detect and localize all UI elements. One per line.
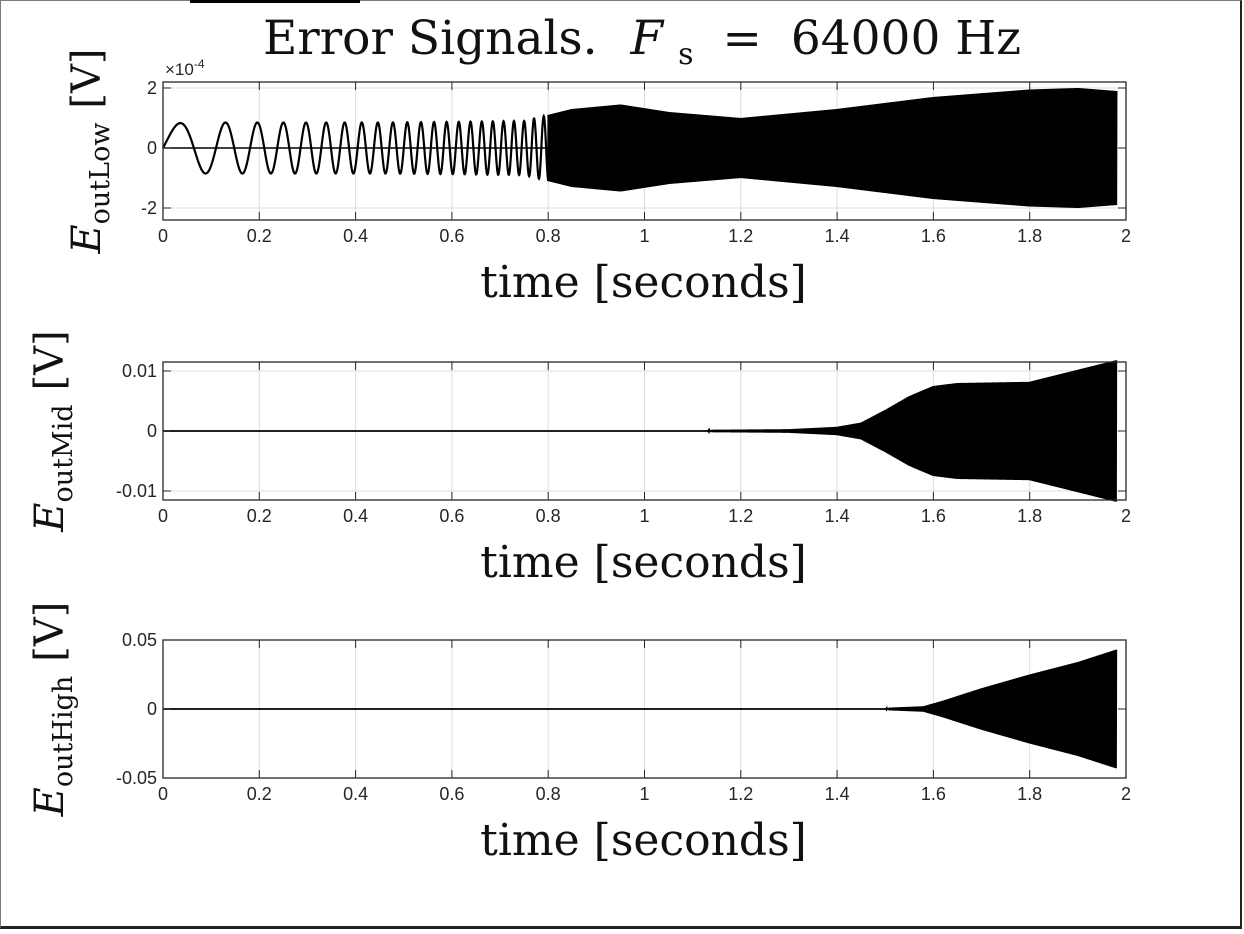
x-tick-label: 1 [639,226,649,246]
x-tick-label: 0.4 [343,226,368,246]
x-tick-label: 2 [1121,784,1131,804]
y-tick-label: 0 [147,421,157,441]
x-axis-label: time [seconds] [480,815,807,866]
x-tick-label: 1 [639,506,649,526]
y-tick-label: 2 [147,78,157,98]
subplot-3: 0 0.2 0.4 0.6 0.8 1 1.2 1.4 1.6 1.8 2-0.0500.05tim… [27,602,1131,866]
x-tick-label: 1.4 [825,784,850,804]
x-tick-label: 1.6 [921,506,946,526]
subplot-1: 0 0.2 0.4 0.6 0.8 1 1.2 1.4 1.6 1.8 2-202×10-4time… [64,48,1131,308]
x-tick-label: 1.6 [921,784,946,804]
y-label-unit: [V] [27,330,73,390]
y-label-subscript: outHigh [48,676,79,787]
x-tick-label: 1.8 [1017,784,1042,804]
y-tick-label: -2 [141,198,157,218]
y-exponent-base: ×10 [165,60,194,79]
x-tick-label: 2 [1121,226,1131,246]
title-equals: = [722,11,761,66]
y-label-subscript: outLow [85,123,116,225]
y-tick-label: -0.05 [116,768,157,788]
x-tick-label: 1 [639,784,649,804]
signal-trace [162,88,1118,208]
subplot-2: 0 0.2 0.4 0.6 0.8 1 1.2 1.4 1.6 1.8 2-0.0100.01tim… [27,330,1131,588]
x-tick-label: 0.6 [439,506,464,526]
x-tick-label: 0.8 [536,784,561,804]
x-tick-label: 0.2 [247,506,272,526]
y-label-symbol: E [64,224,110,254]
x-tick-label: 2 [1121,506,1131,526]
x-tick-label: 1.2 [728,784,753,804]
title-symbol: F [630,11,665,66]
title-text: Error Signals. [263,11,598,66]
figure-title: Error Signals. F s = 64000 Hz [263,11,1021,76]
y-exponent-power: -4 [194,57,205,71]
x-tick-label: 0 [158,226,168,246]
x-tick-label: 1.8 [1017,506,1042,526]
x-axis-label: time [seconds] [480,537,807,588]
x-tick-label: 0.4 [343,506,368,526]
x-tick-label: 0.8 [536,226,561,246]
y-tick-label: 0.01 [122,361,157,381]
y-tick-label: 0.05 [122,630,157,650]
x-tick-label: 1.6 [921,226,946,246]
x-axis-label: time [seconds] [480,257,807,308]
x-tick-label: 1.4 [825,226,850,246]
y-axis-label: EoutMid [V] [27,330,79,532]
y-tick-label: 0 [147,699,157,719]
y-axis-label: EoutHigh [V] [27,602,79,818]
x-tick-label: 0.2 [247,226,272,246]
x-tick-label: 1.8 [1017,226,1042,246]
x-tick-label: 0 [158,784,168,804]
y-label-unit: [V] [64,48,110,108]
title-subscript: s [678,37,693,72]
x-tick-label: 0.8 [536,506,561,526]
x-tick-label: 1.2 [728,506,753,526]
x-tick-label: 1.2 [728,226,753,246]
y-axis-label: EoutLow [V] [64,48,116,254]
x-tick-label: 0 [158,506,168,526]
x-tick-label: 1.4 [825,506,850,526]
y-label-subscript: outMid [48,404,79,502]
y-tick-label: -0.01 [116,481,157,501]
x-tick-label: 0.2 [247,784,272,804]
y-label-symbol: E [27,502,73,532]
x-tick-label: 0.6 [439,784,464,804]
y-label-symbol: E [27,787,73,817]
window-top-strip [190,0,360,3]
y-exponent-label: ×10-4 [165,57,205,79]
y-label-unit: [V] [27,602,73,662]
x-tick-label: 0.6 [439,226,464,246]
title-value: 64000 Hz [791,11,1021,66]
y-tick-label: 0 [147,138,157,158]
x-tick-label: 0.4 [343,784,368,804]
